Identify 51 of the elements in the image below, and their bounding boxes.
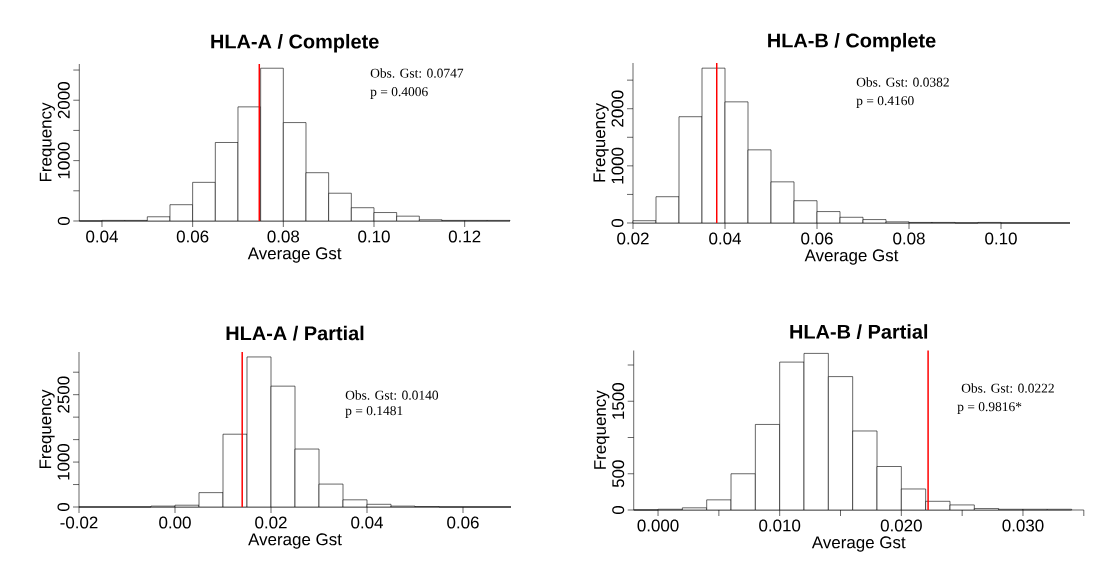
x-tick-label: 0.10 <box>985 232 1017 245</box>
x-tick-label: 0.12 <box>448 230 481 243</box>
y-tick-label: 1000 <box>57 142 70 179</box>
x-tick-label: 0.08 <box>893 232 925 245</box>
y-tick-label: 2500 <box>57 376 70 413</box>
chart-title: HLA-B / Partial <box>790 324 928 340</box>
x-tick-label: 0.06 <box>176 230 209 243</box>
y-axis-title: Frequency <box>39 389 55 469</box>
chart-title: HLA-A / Complete <box>211 33 379 53</box>
x-tick-label: 0.02 <box>255 516 287 529</box>
y-tick-label: 500 <box>612 460 625 488</box>
x-tick-label: 0.04 <box>709 232 741 245</box>
y-tick-label: 1500 <box>612 383 625 419</box>
x-axis-title: Average Gst <box>804 249 899 265</box>
y-tick-label: 2000 <box>57 82 70 119</box>
x-tick-label: 0.030 <box>1002 519 1044 532</box>
y-tick-label: 1000 <box>57 443 70 480</box>
annotation: Obs. Gst: 0.0222 <box>961 383 1054 393</box>
x-axis-title: Average Gst <box>248 533 342 549</box>
annotation: p = 0.4160 <box>856 96 914 108</box>
x-tick-label: 0.020 <box>880 519 922 532</box>
annotation: Obs. Gst: 0.0747 <box>370 68 464 78</box>
annotation: p = 0.1481 <box>345 406 403 418</box>
y-tick-label: 1000 <box>611 147 624 184</box>
chart-title: HLA-A / Partial <box>226 325 364 341</box>
annotation: p = 0.9816* <box>957 402 1022 414</box>
x-tick-label: 0.06 <box>801 232 833 245</box>
y-axis-title: Frequency <box>593 103 609 182</box>
y-tick-label: 0 <box>611 218 624 228</box>
y-tick-label: 2000 <box>611 90 624 127</box>
y-axis-title: Frequency <box>594 390 610 469</box>
y-tick-label: 0 <box>612 505 625 515</box>
x-axis-title: Average Gst <box>247 247 342 263</box>
x-tick-label: 0.00 <box>159 516 191 529</box>
x-tick-label: 0.010 <box>759 519 801 532</box>
annotation: p = 0.4006 <box>370 87 428 99</box>
x-axis-title: Average Gst <box>811 536 906 552</box>
x-tick-label: 0.08 <box>267 230 300 243</box>
y-tick-label: 0 <box>57 502 70 512</box>
annotation: Obs. Gst: 0.0382 <box>856 77 949 87</box>
annotation: Obs. Gst: 0.0140 <box>345 390 439 400</box>
x-tick-label: 0.10 <box>358 230 390 243</box>
y-axis-title: Frequency <box>39 102 55 182</box>
x-tick-label: -0.02 <box>60 516 98 529</box>
chart-title: HLA-B / Complete <box>768 32 936 52</box>
x-tick-label: 0.06 <box>447 516 479 529</box>
x-tick-label: 0.04 <box>86 230 118 243</box>
x-tick-label: 0.02 <box>617 232 649 245</box>
x-tick-label: 0.000 <box>637 519 679 532</box>
y-tick-label: 0 <box>57 216 70 226</box>
x-tick-label: 0.04 <box>351 516 383 529</box>
